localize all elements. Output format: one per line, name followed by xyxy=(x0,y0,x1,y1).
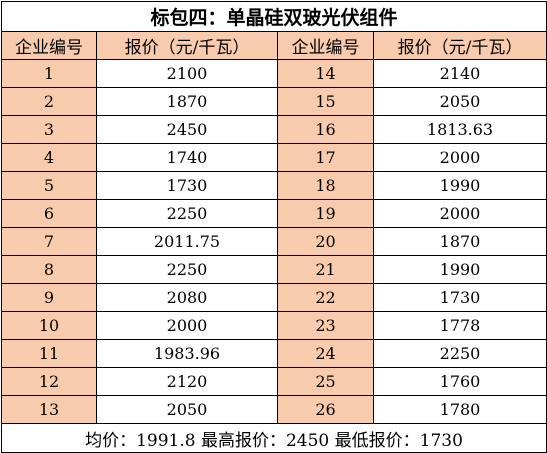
price-cell: 2100 xyxy=(96,59,278,88)
company-no-cell: 13 xyxy=(1,395,97,424)
price-cell: 1983.96 xyxy=(96,339,278,368)
price-cell: 2250 xyxy=(96,255,278,284)
price-cell: 2120 xyxy=(96,367,278,396)
table-row: 10 2000 23 1778 xyxy=(1,311,547,340)
company-no-cell: 16 xyxy=(277,115,374,144)
table-row: 8 2250 21 1990 xyxy=(1,255,547,284)
price-cell: 2250 xyxy=(96,199,278,228)
company-no-cell: 18 xyxy=(277,171,374,200)
company-no-cell: 2 xyxy=(1,87,97,116)
table-row: 7 2011.75 20 1870 xyxy=(1,227,547,256)
company-no-cell: 9 xyxy=(1,283,97,312)
price-cell: 2011.75 xyxy=(96,227,278,256)
price-cell: 1740 xyxy=(96,143,278,172)
company-no-cell: 22 xyxy=(277,283,374,312)
price-cell: 2050 xyxy=(96,395,278,424)
company-no-cell: 15 xyxy=(277,87,374,116)
price-cell: 1990 xyxy=(372,171,547,200)
table-row: 12 2120 25 1760 xyxy=(1,367,547,396)
company-no-cell: 10 xyxy=(1,311,97,340)
price-cell: 2140 xyxy=(372,59,547,88)
price-cell: 1990 xyxy=(372,255,547,284)
company-no-cell: 17 xyxy=(277,143,374,172)
table-row: 13 2050 26 1780 xyxy=(1,395,547,424)
company-no-cell: 6 xyxy=(1,199,97,228)
company-no-cell: 23 xyxy=(277,311,374,340)
table-row: 9 2080 22 1730 xyxy=(1,283,547,312)
company-no-cell: 4 xyxy=(1,143,97,172)
company-no-cell: 19 xyxy=(277,199,374,228)
price-cell: 2000 xyxy=(372,143,547,172)
company-no-cell: 24 xyxy=(277,339,374,368)
header-price-left: 报价（元/千瓦） xyxy=(96,31,278,60)
table-row: 3 2450 16 1813.63 xyxy=(1,115,547,144)
summary-text: 均价：1991.8 最高报价：2450 最低报价：1730 xyxy=(0,423,547,453)
price-cell: 2450 xyxy=(96,115,278,144)
price-cell: 1870 xyxy=(96,87,278,116)
company-no-cell: 5 xyxy=(1,171,97,200)
summary-row: 均价：1991.8 最高报价：2450 最低报价：1730 xyxy=(0,423,547,453)
company-no-cell: 21 xyxy=(277,255,374,284)
table-row: 6 2250 19 2000 xyxy=(1,199,547,228)
price-cell: 2000 xyxy=(96,311,278,340)
header-company-no-left: 企业编号 xyxy=(1,31,97,60)
company-no-cell: 26 xyxy=(277,395,374,424)
company-no-cell: 3 xyxy=(1,115,97,144)
header-row: 企业编号 报价（元/千瓦） 企业编号 报价（元/千瓦） xyxy=(1,31,547,60)
company-no-cell: 7 xyxy=(1,227,97,256)
company-no-cell: 25 xyxy=(277,367,374,396)
price-cell: 2250 xyxy=(372,339,547,368)
company-no-cell: 12 xyxy=(1,367,97,396)
table-row: 4 1740 17 2000 xyxy=(1,143,547,172)
price-cell: 1730 xyxy=(372,283,547,312)
table-title: 标包四：单晶硅双玻光伏组件 xyxy=(0,1,547,32)
company-no-cell: 11 xyxy=(1,339,97,368)
title-row: 标包四：单晶硅双玻光伏组件 xyxy=(0,1,547,32)
table-row: 11 1983.96 24 2250 xyxy=(1,339,547,368)
company-no-cell: 20 xyxy=(277,227,374,256)
price-cell: 2080 xyxy=(96,283,278,312)
price-cell: 1813.63 xyxy=(372,115,547,144)
price-cell: 1780 xyxy=(372,395,547,424)
table-row: 5 1730 18 1990 xyxy=(1,171,547,200)
price-cell: 2050 xyxy=(372,87,547,116)
table-row: 2 1870 15 2050 xyxy=(1,87,547,116)
price-cell: 1760 xyxy=(372,367,547,396)
price-cell: 1778 xyxy=(372,311,547,340)
table-row: 1 2100 14 2140 xyxy=(1,59,547,88)
company-no-cell: 14 xyxy=(277,59,374,88)
header-company-no-right: 企业编号 xyxy=(277,31,374,60)
company-no-cell: 1 xyxy=(1,59,97,88)
price-cell: 1870 xyxy=(372,227,547,256)
header-price-right: 报价（元/千瓦） xyxy=(372,31,547,60)
price-cell: 1730 xyxy=(96,171,278,200)
price-cell: 2000 xyxy=(372,199,547,228)
company-no-cell: 8 xyxy=(1,255,97,284)
